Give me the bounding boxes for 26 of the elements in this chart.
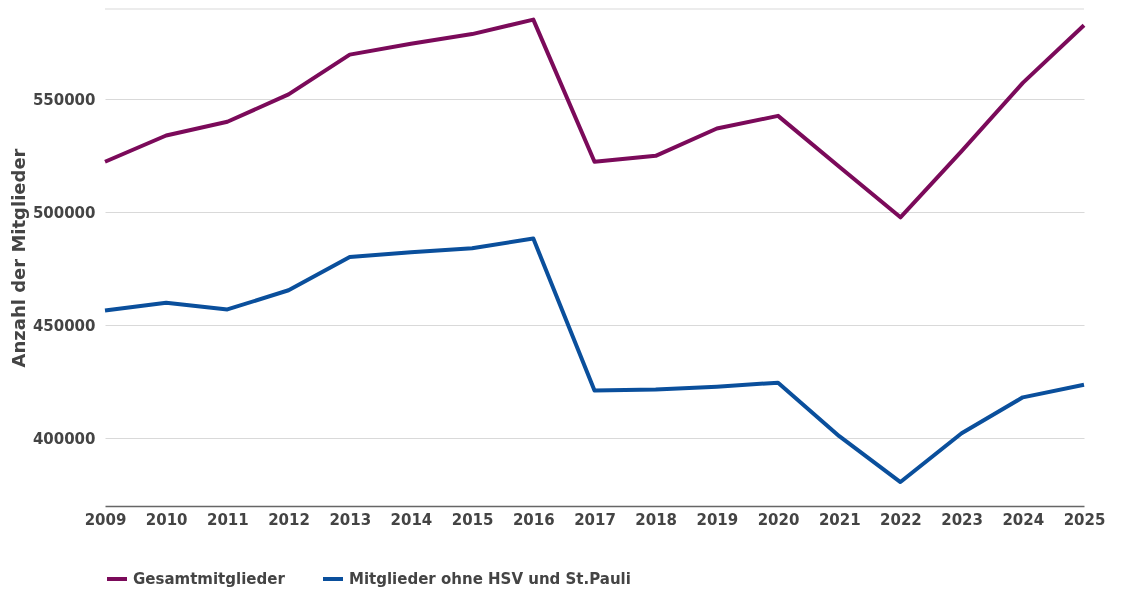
x-tick-label: 2013 [329, 510, 372, 529]
x-tick-label: 2015 [451, 510, 494, 529]
x-tick-label: 2022 [880, 510, 922, 529]
line-series [103, 17, 1086, 220]
y-tick-label: 450000 [32, 316, 96, 335]
x-tick-label: 2009 [84, 510, 127, 529]
x-tick-label: 2016 [512, 510, 555, 529]
line-series [103, 236, 1086, 485]
x-tick-label: 2012 [268, 510, 310, 529]
x-tick-label: 2018 [635, 510, 678, 529]
x-tick-label: 2020 [757, 510, 800, 529]
x-tick-label: 2024 [1002, 510, 1045, 529]
x-tick-label: 2010 [145, 510, 188, 529]
x-tick-label: 2023 [941, 510, 983, 529]
y-tick-label: 550000 [32, 90, 96, 109]
y-tick-label: 500000 [32, 203, 96, 222]
x-tick-label: 2019 [696, 510, 739, 529]
x-tick-label: 2025 [1063, 510, 1106, 529]
x-tick-label: 2011 [207, 510, 249, 529]
x-tick-label: 2014 [390, 510, 433, 529]
y-tick-label: 400000 [32, 429, 96, 448]
legend-label: Mitglieder ohne HSV und St.Pauli [349, 570, 631, 588]
legend-label: Gesamtmitglieder [133, 570, 286, 588]
x-tick-label: 2021 [818, 510, 861, 529]
y-axis-title: Anzahl der Mitglieder [7, 148, 29, 368]
x-tick-label: 2017 [574, 510, 616, 529]
